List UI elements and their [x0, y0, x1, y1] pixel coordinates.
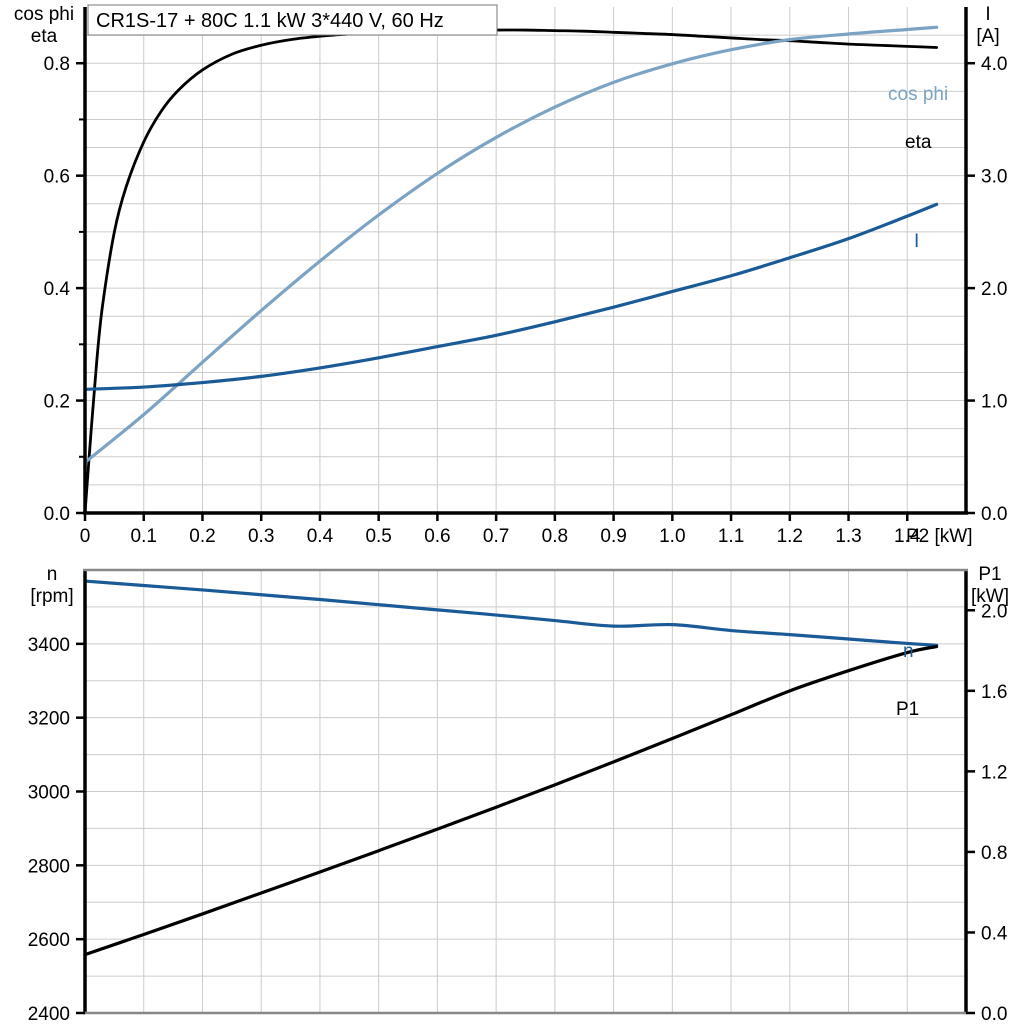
top-x-tick-label: 0.1 — [131, 526, 157, 547]
bottom-right-ticks: 0.0 0.4 0.8 1.2 1.6 2.0 — [966, 601, 1008, 1024]
top-right-tick-label: 2.0 — [981, 279, 1007, 300]
bottom-left-ticks: 2400 2600 2800 3000 3200 3400 — [28, 635, 85, 1024]
top-x-tick-label: 0.6 — [424, 526, 450, 547]
top-x-tick-label: 0.9 — [600, 526, 626, 547]
curve-label-p1: P1 — [896, 699, 919, 720]
top-right-tick-label: 1.0 — [981, 392, 1007, 413]
x-axis-title: P2 [kW] — [906, 526, 973, 547]
top-left-tick-label: 0.6 — [44, 167, 70, 188]
top-left-axis-title-line1: cos phi — [14, 4, 74, 25]
top-left-tick-label: 0.8 — [44, 54, 70, 75]
curve-I — [83, 202, 939, 391]
top-gridlines — [85, 7, 966, 513]
bottom-right-tick-label: 2.0 — [981, 601, 1007, 622]
curve-cos-phi — [83, 25, 939, 464]
curve-P1 — [83, 644, 939, 957]
bottom-chart-panel: 2400 2600 2800 3000 3200 3400 0.0 0.4 0.8 1.2 1.6 2… — [28, 564, 1009, 1024]
curve-label-eta: eta — [905, 132, 932, 153]
top-left-tick-label: 0.0 — [44, 504, 70, 525]
top-x-tick-label: 1.2 — [777, 526, 803, 547]
top-left-tick-label: 0.2 — [44, 392, 70, 413]
bottom-right-tick-label: 0.8 — [981, 843, 1007, 864]
chart-title-box: CR1S-17 + 80C 1.1 kW 3*440 V, 60 Hz — [87, 4, 498, 36]
top-chart-panel: 0.0 0.2 0.4 0.6 0.8 0.0 1.0 2.0 3.0 4.0 0 0.1 0.2 0.3… — [14, 4, 1008, 547]
top-x-tick-label: 0.8 — [542, 526, 568, 547]
top-right-tick-label: 3.0 — [981, 167, 1007, 188]
bottom-right-tick-label: 0.0 — [981, 1004, 1007, 1024]
top-right-tick-label: 0.0 — [981, 504, 1007, 525]
bottom-curves — [83, 579, 939, 957]
curve-n — [83, 579, 939, 647]
bottom-right-tick-label: 0.4 — [981, 923, 1008, 944]
top-left-ticks: 0.0 0.2 0.4 0.6 0.8 — [44, 54, 85, 525]
top-x-tick-label: 0.2 — [189, 526, 215, 547]
top-x-tick-label: 0.4 — [307, 526, 334, 547]
top-right-tick-label: 4.0 — [981, 54, 1007, 75]
bottom-left-tick-label: 2800 — [28, 856, 70, 877]
top-right-axis-title-line1: I — [985, 4, 990, 25]
top-x-tick-label: 0 — [80, 526, 91, 547]
top-x-tick-label: 1.4 — [894, 526, 921, 547]
bottom-curve-labels: n P1 — [896, 641, 919, 720]
bottom-right-tick-label: 1.6 — [981, 682, 1007, 703]
curve-label-speed: n — [903, 641, 914, 662]
top-axes — [83, 7, 968, 515]
top-x-tick-label: 1.1 — [718, 526, 744, 547]
bottom-left-tick-label: 2600 — [28, 930, 70, 951]
bottom-left-tick-label: 3200 — [28, 709, 70, 730]
bottom-left-axis-title-line1: n — [47, 564, 58, 585]
top-right-axis-title-line2: [A] — [976, 26, 999, 47]
bottom-right-tick-label: 1.2 — [981, 762, 1007, 783]
curve-label-cos-phi: cos phi — [888, 84, 948, 105]
chart-title-border — [87, 4, 498, 36]
top-x-tick-label: 0.3 — [248, 526, 274, 547]
bottom-right-axis-title-line2: [kW] — [971, 586, 1009, 607]
top-x-tick-label: 1.0 — [659, 526, 685, 547]
bottom-right-axis-title-line1: P1 — [978, 564, 1001, 585]
top-right-ticks: 0.0 1.0 2.0 3.0 4.0 — [966, 54, 1007, 525]
top-left-axis-title-line2: eta — [31, 26, 58, 47]
chart-title-text: CR1S-17 + 80C 1.1 kW 3*440 V, 60 Hz — [96, 10, 444, 32]
bottom-left-tick-label: 3400 — [28, 635, 70, 656]
top-x-ticks: 0 0.1 0.2 0.3 0.4 0.5 0.6 0.7 0.8 0.9 1.0 1.1 1.2 1.3… — [80, 513, 973, 547]
bottom-left-tick-label: 3000 — [28, 783, 70, 804]
top-x-tick-label: 0.7 — [483, 526, 509, 547]
curve-label-current: I — [914, 231, 919, 252]
bottom-left-axis-title-line2: [rpm] — [30, 586, 73, 607]
top-x-tick-label: 0.5 — [365, 526, 391, 547]
top-curve-labels: cos phi eta I — [888, 84, 948, 252]
bottom-left-tick-label: 2400 — [28, 1004, 70, 1024]
top-left-tick-label: 0.4 — [44, 279, 71, 300]
top-x-tick-label: 1.3 — [835, 526, 861, 547]
